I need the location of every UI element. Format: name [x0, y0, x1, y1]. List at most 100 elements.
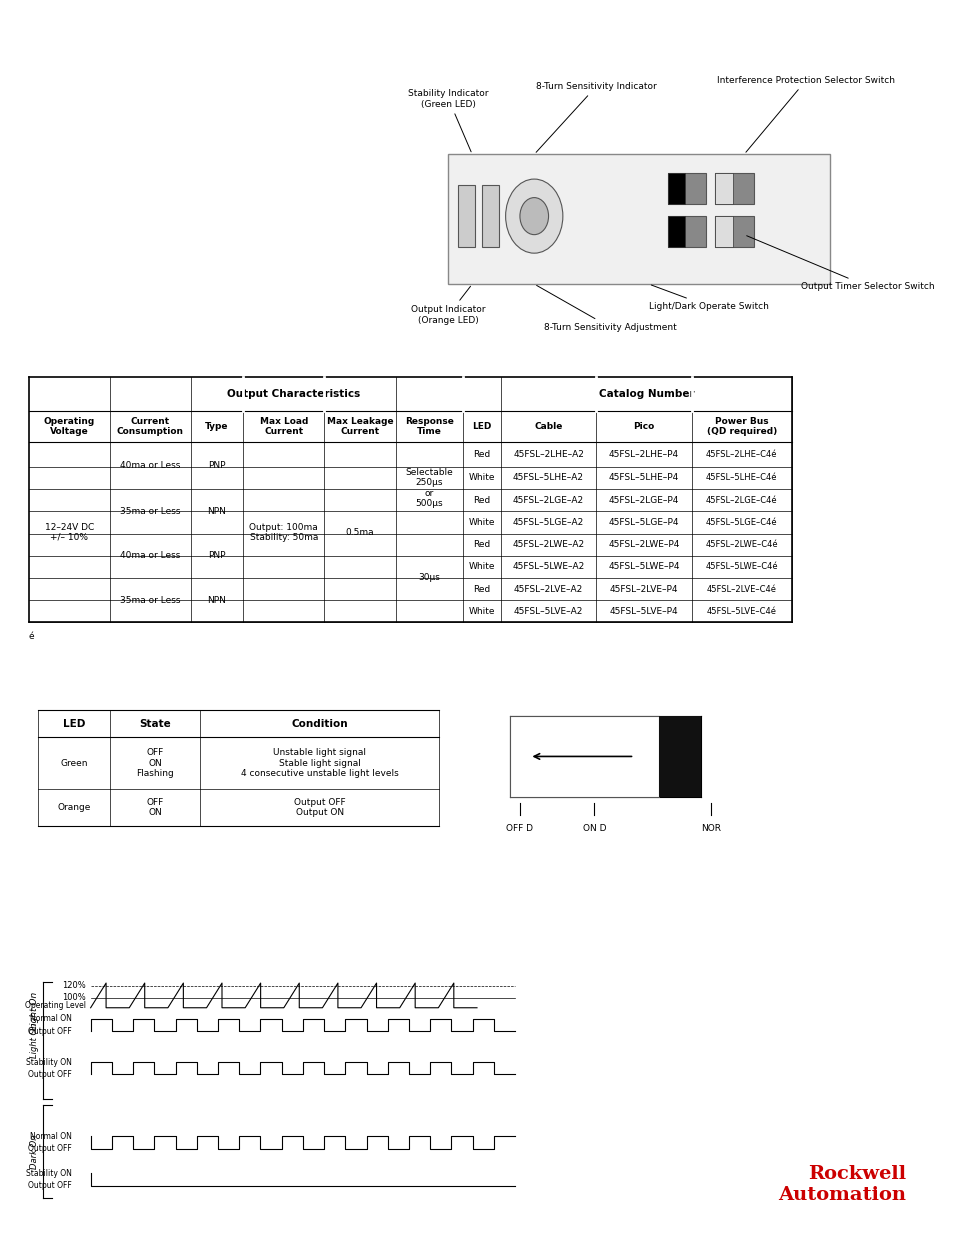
Text: 45FSL–2LGE–P4: 45FSL–2LGE–P4: [608, 495, 679, 505]
Text: 100%: 100%: [62, 993, 86, 1003]
Bar: [659, 716, 700, 797]
Text: 45FSL–2LWE–P4: 45FSL–2LWE–P4: [608, 540, 679, 550]
Text: Output OFF: Output OFF: [28, 1144, 71, 1153]
Text: Max Load
Current: Max Load Current: [259, 417, 308, 436]
Text: White: White: [468, 517, 495, 527]
Text: Operating Level: Operating Level: [25, 1000, 86, 1010]
Text: PNP: PNP: [208, 551, 226, 561]
Text: Red: Red: [473, 584, 490, 594]
Text: é: é: [29, 632, 34, 641]
Text: Interference Protection Selector Switch: Interference Protection Selector Switch: [717, 75, 894, 152]
Text: Max Leakage
Current: Max Leakage Current: [327, 417, 393, 436]
Text: Selectable
250μs
or
500μs: Selectable 250μs or 500μs: [405, 468, 453, 508]
Text: Type: Type: [205, 422, 229, 431]
Text: NOR: NOR: [700, 824, 720, 832]
Text: 45FSL–5LVE–A2: 45FSL–5LVE–A2: [514, 606, 582, 616]
Text: LED: LED: [63, 719, 85, 729]
Text: Output Characteristics: Output Characteristics: [227, 389, 359, 399]
Text: Unstable light signal
Stable light signal
4 consecutive unstable light levels: Unstable light signal Stable light signa…: [240, 748, 398, 778]
Text: Orange: Orange: [57, 803, 91, 813]
Text: Response
Time: Response Time: [404, 417, 454, 436]
Text: Output Timer Selector Switch: Output Timer Selector Switch: [746, 236, 934, 291]
Bar: [457, 185, 475, 247]
Text: Light On: Light On: [30, 1023, 39, 1058]
Text: Output OFF: Output OFF: [28, 1181, 71, 1191]
Text: 45FSL–2LWE–A2: 45FSL–2LWE–A2: [512, 540, 584, 550]
Bar: [715, 216, 732, 247]
Text: 45FSL–5LHE–C4é: 45FSL–5LHE–C4é: [705, 473, 777, 483]
Text: LED: LED: [472, 422, 491, 431]
Text: ON D: ON D: [582, 824, 605, 832]
Text: 8-Turn Sensitivity Adjustment: 8-Turn Sensitivity Adjustment: [537, 285, 676, 332]
Bar: [667, 173, 684, 204]
Circle shape: [519, 198, 548, 235]
Text: 45FSL–5LWE–C4é: 45FSL–5LWE–C4é: [704, 562, 778, 572]
Text: Pico: Pico: [633, 422, 654, 431]
Text: Power Bus
(QD required): Power Bus (QD required): [706, 417, 776, 436]
Text: 45FSL–2LHE–A2: 45FSL–2LHE–A2: [513, 450, 583, 459]
Text: Stability Indicator
(Green LED): Stability Indicator (Green LED): [408, 89, 488, 152]
Text: Operating
Voltage: Operating Voltage: [44, 417, 94, 436]
Text: White: White: [468, 606, 495, 616]
Text: Output OFF: Output OFF: [28, 1070, 71, 1079]
Text: 45FSL–2LGE–C4é: 45FSL–2LGE–C4é: [705, 495, 777, 505]
Text: 45FSL–2LGE–A2: 45FSL–2LGE–A2: [513, 495, 583, 505]
Text: Light On: Light On: [30, 992, 39, 1030]
Text: Stability ON: Stability ON: [26, 1168, 71, 1178]
Text: White: White: [468, 473, 495, 483]
Text: 8-Turn Sensitivity Indicator: 8-Turn Sensitivity Indicator: [536, 82, 656, 152]
Text: OFF
ON: OFF ON: [146, 798, 164, 818]
Text: Catalog Number: Catalog Number: [598, 389, 694, 399]
Text: Output OFF
Output ON: Output OFF Output ON: [294, 798, 345, 818]
Text: OFF
ON
Flashing: OFF ON Flashing: [136, 748, 173, 778]
Text: Normal ON: Normal ON: [30, 1014, 71, 1024]
Text: 0.5ma: 0.5ma: [345, 527, 375, 537]
Bar: [715, 216, 753, 247]
Text: 35ma or Less: 35ma or Less: [120, 506, 180, 516]
Text: 45FSL–5LHE–P4: 45FSL–5LHE–P4: [608, 473, 679, 483]
Text: 45FSL–5LWE–A2: 45FSL–5LWE–A2: [512, 562, 584, 572]
Circle shape: [505, 179, 562, 253]
Text: Cable: Cable: [534, 422, 562, 431]
Text: 30μs: 30μs: [418, 573, 439, 583]
Text: Red: Red: [473, 540, 490, 550]
Text: Rockwell
Automation: Rockwell Automation: [778, 1166, 905, 1204]
FancyBboxPatch shape: [448, 154, 829, 284]
Text: 45FSL–2LHE–C4é: 45FSL–2LHE–C4é: [705, 450, 777, 459]
Text: Output: 100ma
Stability: 50ma: Output: 100ma Stability: 50ma: [249, 522, 318, 542]
Text: 40ma or Less: 40ma or Less: [120, 461, 180, 471]
Bar: [667, 216, 705, 247]
Bar: [715, 173, 732, 204]
Text: 45FSL–2LVE–A2: 45FSL–2LVE–A2: [514, 584, 582, 594]
Text: 45FSL–5LGE–C4é: 45FSL–5LGE–C4é: [705, 517, 777, 527]
Text: 45FSL–2LVE–C4é: 45FSL–2LVE–C4é: [706, 584, 776, 594]
Text: 40ma or Less: 40ma or Less: [120, 551, 180, 561]
Text: 45FSL–5LWE–P4: 45FSL–5LWE–P4: [608, 562, 679, 572]
Text: 45FSL–5LGE–P4: 45FSL–5LGE–P4: [608, 517, 679, 527]
Text: 12–24V DC
+/– 10%: 12–24V DC +/– 10%: [45, 522, 93, 542]
Text: PNP: PNP: [208, 461, 226, 471]
Text: Condition: Condition: [291, 719, 348, 729]
Text: Light/Dark Operate Switch: Light/Dark Operate Switch: [648, 285, 768, 311]
Bar: [667, 173, 705, 204]
Text: Dark On: Dark On: [30, 1135, 39, 1168]
Text: 45FSL–2LVE–P4: 45FSL–2LVE–P4: [609, 584, 678, 594]
Text: OFF D: OFF D: [506, 824, 533, 832]
Text: 45FSL–2LHE–P4: 45FSL–2LHE–P4: [608, 450, 679, 459]
Text: 45FSL–5LGE–A2: 45FSL–5LGE–A2: [513, 517, 583, 527]
Text: Normal ON: Normal ON: [30, 1131, 71, 1141]
Bar: [715, 173, 753, 204]
Bar: [667, 216, 684, 247]
Text: 45FSL–5LVE–P4: 45FSL–5LVE–P4: [609, 606, 678, 616]
Text: 45FSL–2LWE–C4é: 45FSL–2LWE–C4é: [704, 540, 778, 550]
Text: NPN: NPN: [208, 506, 226, 516]
Text: Red: Red: [473, 495, 490, 505]
Text: NPN: NPN: [208, 595, 226, 605]
Text: 45FSL–5LHE–A2: 45FSL–5LHE–A2: [513, 473, 583, 483]
Bar: [481, 185, 498, 247]
Text: 35ma or Less: 35ma or Less: [120, 595, 180, 605]
Text: Current
Consumption: Current Consumption: [116, 417, 184, 436]
Text: Output Indicator
(Orange LED): Output Indicator (Orange LED): [411, 287, 485, 325]
Text: Output OFF: Output OFF: [28, 1026, 71, 1036]
Text: Stability ON: Stability ON: [26, 1057, 71, 1067]
